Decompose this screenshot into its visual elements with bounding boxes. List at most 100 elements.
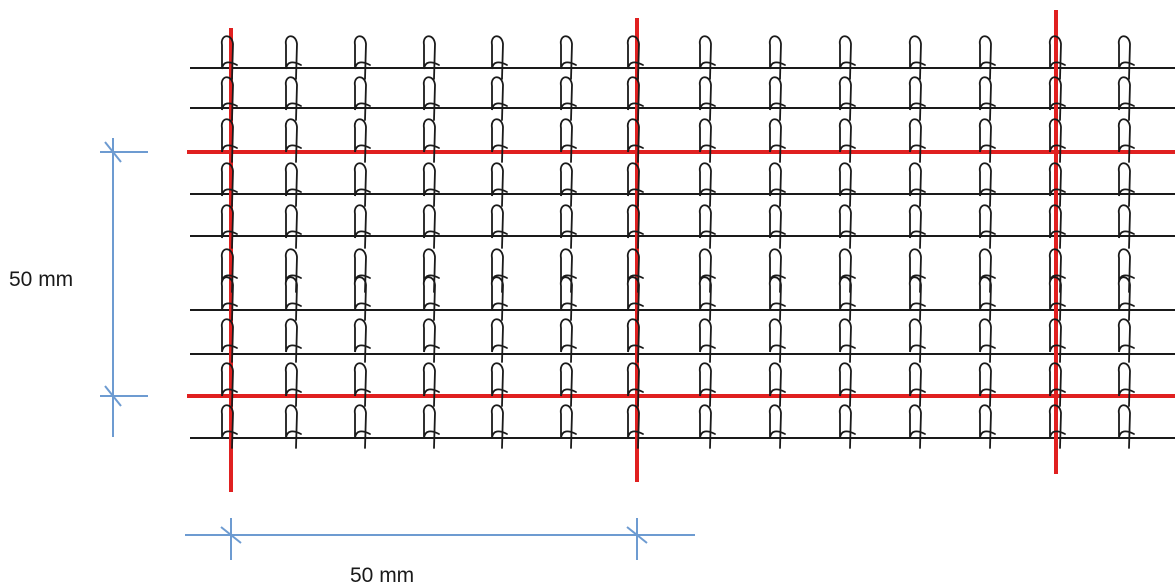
stitch-loop [838, 35, 856, 80]
stitch-loop [1048, 162, 1066, 207]
vertical-dimension-label: 50 mm [9, 268, 74, 291]
dimension-markers [100, 138, 695, 560]
stitch-loop [559, 276, 577, 321]
stitch-loop [284, 248, 302, 293]
stitch-loop [838, 404, 856, 449]
stitch-loop [284, 76, 302, 121]
stitch-loop [422, 76, 440, 121]
horizontal-dimension-tick-right [626, 526, 648, 544]
stitch-loop [978, 318, 996, 363]
stitch-loop [422, 276, 440, 321]
stitch-loop [1048, 362, 1066, 407]
stitch-loop [559, 318, 577, 363]
stitch-loop [1117, 318, 1135, 363]
stitch-loop [422, 35, 440, 80]
stitch-loop [559, 404, 577, 449]
horizontal-dimension-label: 50 mm [350, 564, 415, 587]
stitch-loop [768, 248, 786, 293]
stitch-loop [353, 118, 371, 163]
stitch-loop [220, 76, 238, 121]
stitch-loop [768, 318, 786, 363]
stitch-loop [353, 162, 371, 207]
stitch-loop [422, 404, 440, 449]
stitch-loop [1048, 76, 1066, 121]
stitch-loop [559, 118, 577, 163]
stitch-loop [698, 362, 716, 407]
stitch-loop [698, 404, 716, 449]
stitch-loop [490, 318, 508, 363]
stitch-loop [838, 162, 856, 207]
stitch-loop [838, 204, 856, 249]
stitch-loop [490, 118, 508, 163]
stitch-loop [1117, 35, 1135, 80]
stitch-loop [559, 162, 577, 207]
stitch-loop [978, 248, 996, 293]
stitch-loop [353, 404, 371, 449]
stitch-loop [220, 276, 238, 321]
stitch-loop [838, 276, 856, 321]
stitch-loop [768, 404, 786, 449]
stitch-loop [422, 204, 440, 249]
stitch-loop [908, 162, 926, 207]
stitch-loop [1048, 318, 1066, 363]
stitch-loop-pattern [220, 35, 1135, 449]
stitch-loop [978, 204, 996, 249]
stitch-loop [698, 76, 716, 121]
stitch-loop [978, 362, 996, 407]
stitch-loop [1117, 404, 1135, 449]
stitch-loop [626, 404, 644, 449]
stitch-loop [1117, 276, 1135, 321]
stitch-loop [353, 76, 371, 121]
stitch-loop [559, 248, 577, 293]
stitch-loop [490, 162, 508, 207]
stitch-loop [908, 76, 926, 121]
horizontal-dimension-tick-left [220, 526, 242, 544]
stitch-loop [1048, 276, 1066, 321]
stitch-loop [559, 362, 577, 407]
stitch-loop [220, 404, 238, 449]
red-reinforcement-grid [187, 10, 1175, 492]
stitch-loop [559, 76, 577, 121]
stitch-loop [353, 35, 371, 80]
stitch-loop [768, 362, 786, 407]
stitch-loop [353, 318, 371, 363]
stitch-loop [353, 248, 371, 293]
stitch-loop [559, 204, 577, 249]
stitch-loop [353, 276, 371, 321]
stitch-loop [284, 118, 302, 163]
stitch-loop [908, 35, 926, 80]
stitch-loop [626, 204, 644, 249]
stitch-loop [908, 404, 926, 449]
stitch-loop [908, 118, 926, 163]
stitch-loop [1117, 162, 1135, 207]
stitch-loop [838, 118, 856, 163]
stitch-loop [908, 204, 926, 249]
stitch-loop [698, 318, 716, 363]
stitch-loop [978, 162, 996, 207]
stitch-loop [1117, 204, 1135, 249]
stitch-loop [422, 318, 440, 363]
stitch-loop [1117, 248, 1135, 293]
stitch-loop [838, 318, 856, 363]
stitch-loop [284, 362, 302, 407]
stitch-loop [978, 276, 996, 321]
stitch-loop [1117, 118, 1135, 163]
stitch-loop [768, 162, 786, 207]
stitch-loop [626, 276, 644, 321]
stitch-loop [626, 118, 644, 163]
stitch-loop [978, 76, 996, 121]
stitch-loop [768, 76, 786, 121]
stitch-loop [490, 76, 508, 121]
stitch-loop [908, 248, 926, 293]
horizontal-thread-lines [190, 67, 1175, 439]
stitch-loop [698, 248, 716, 293]
stitch-loop [838, 248, 856, 293]
stitch-loop [978, 118, 996, 163]
stitch-loop [908, 318, 926, 363]
stitch-loop [353, 204, 371, 249]
stitch-loop [838, 76, 856, 121]
stitch-loop [220, 318, 238, 363]
stitch-loop [768, 276, 786, 321]
stitch-loop [284, 318, 302, 363]
